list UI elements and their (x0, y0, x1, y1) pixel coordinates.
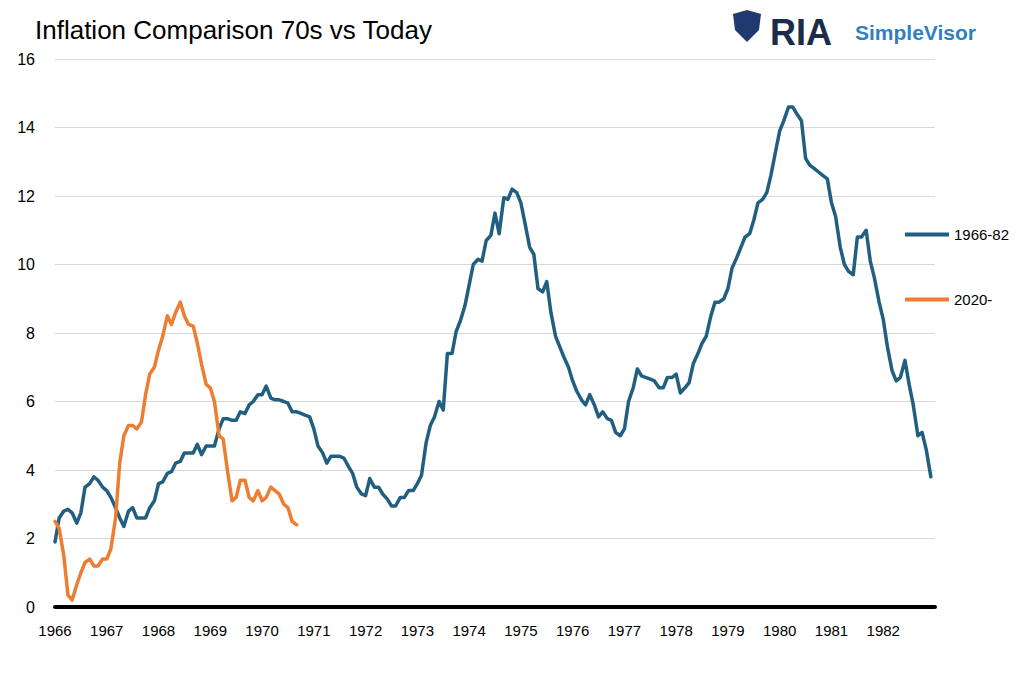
svg-text:1969: 1969 (194, 622, 227, 639)
svg-text:0: 0 (26, 599, 35, 616)
svg-text:1966-82: 1966-82 (954, 226, 1009, 243)
svg-text:1975: 1975 (504, 622, 537, 639)
svg-text:1978: 1978 (659, 622, 692, 639)
svg-text:SimpleVisor: SimpleVisor (855, 21, 976, 44)
svg-text:1970: 1970 (245, 622, 278, 639)
svg-text:1976: 1976 (556, 622, 589, 639)
svg-text:1979: 1979 (711, 622, 744, 639)
svg-text:8: 8 (26, 325, 35, 342)
svg-text:1968: 1968 (142, 622, 175, 639)
svg-text:16: 16 (17, 51, 35, 68)
svg-text:1971: 1971 (297, 622, 330, 639)
svg-text:1974: 1974 (452, 622, 485, 639)
svg-text:2020-: 2020- (954, 291, 992, 308)
svg-text:4: 4 (26, 462, 35, 479)
svg-text:2: 2 (26, 530, 35, 547)
svg-text:1982: 1982 (867, 622, 900, 639)
svg-text:1967: 1967 (90, 622, 123, 639)
svg-text:1966: 1966 (38, 622, 71, 639)
svg-text:1977: 1977 (608, 622, 641, 639)
svg-text:12: 12 (17, 188, 35, 205)
svg-text:6: 6 (26, 393, 35, 410)
svg-text:1973: 1973 (401, 622, 434, 639)
svg-text:14: 14 (17, 119, 35, 136)
svg-text:RIA: RIA (770, 12, 832, 53)
svg-text:1972: 1972 (349, 622, 382, 639)
svg-text:10: 10 (17, 256, 35, 273)
svg-text:Inflation Comparison 70s vs To: Inflation Comparison 70s vs Today (35, 15, 432, 45)
svg-text:1981: 1981 (815, 622, 848, 639)
svg-text:1980: 1980 (763, 622, 796, 639)
